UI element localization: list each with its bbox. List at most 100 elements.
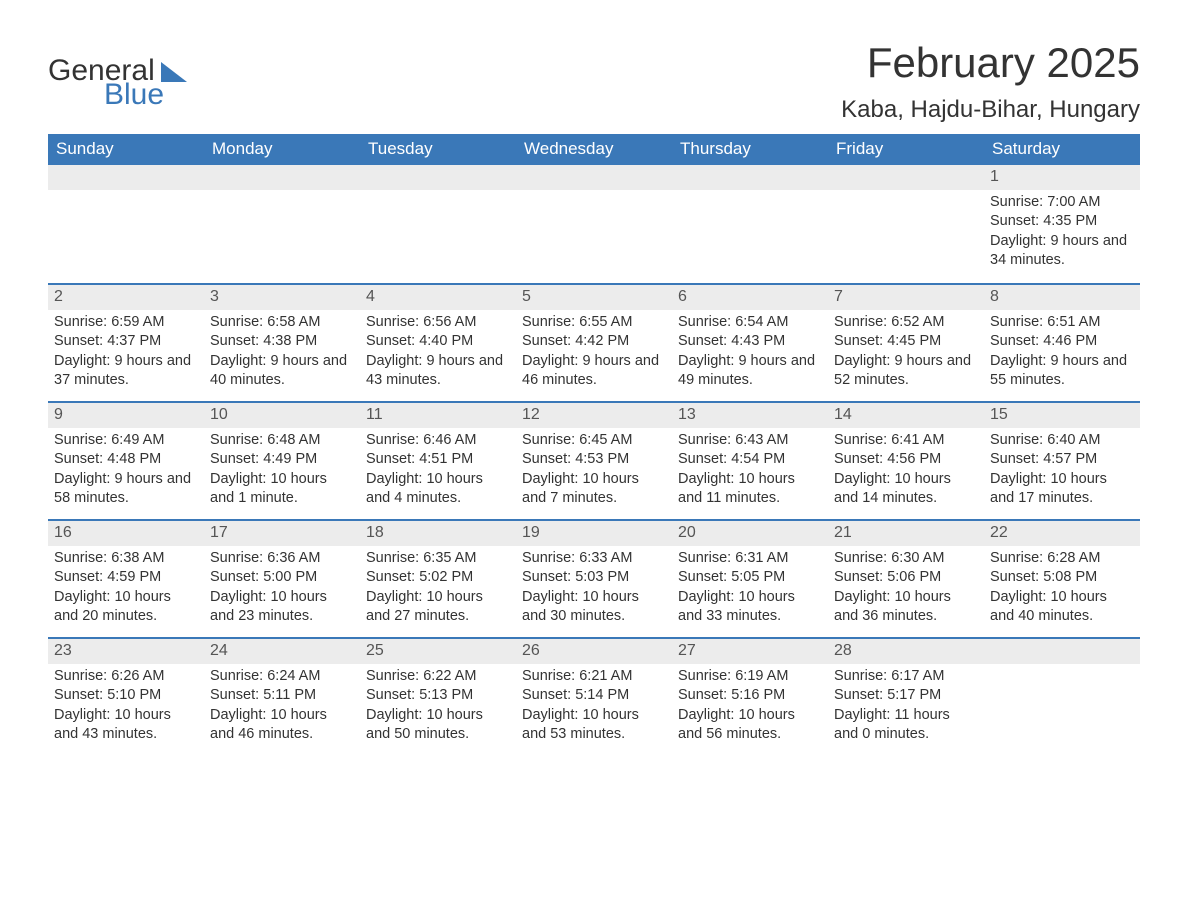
day-number: 15 — [984, 403, 1140, 428]
day-sunrise: Sunrise: 6:28 AM — [990, 549, 1134, 569]
day-cell — [516, 165, 672, 283]
day-body — [828, 190, 984, 203]
day-sunrise: Sunrise: 6:30 AM — [834, 549, 978, 569]
day-number: 6 — [672, 285, 828, 310]
day-cell: 28Sunrise: 6:17 AMSunset: 5:17 PMDayligh… — [828, 639, 984, 755]
day-daylight: Daylight: 10 hours and 1 minute. — [210, 470, 354, 509]
day-sunrise: Sunrise: 6:56 AM — [366, 313, 510, 333]
day-body: Sunrise: 6:21 AMSunset: 5:14 PMDaylight:… — [516, 664, 672, 755]
day-cell: 27Sunrise: 6:19 AMSunset: 5:16 PMDayligh… — [672, 639, 828, 755]
day-body: Sunrise: 6:28 AMSunset: 5:08 PMDaylight:… — [984, 546, 1140, 637]
day-number: 18 — [360, 521, 516, 546]
day-sunset: Sunset: 5:00 PM — [210, 568, 354, 588]
day-body: Sunrise: 6:24 AMSunset: 5:11 PMDaylight:… — [204, 664, 360, 755]
day-sunset: Sunset: 4:53 PM — [522, 450, 666, 470]
day-daylight: Daylight: 9 hours and 46 minutes. — [522, 352, 666, 391]
day-cell — [360, 165, 516, 283]
weekday-header: Wednesday — [516, 134, 672, 165]
day-daylight: Daylight: 9 hours and 34 minutes. — [990, 232, 1134, 271]
day-sunset: Sunset: 4:51 PM — [366, 450, 510, 470]
day-cell: 26Sunrise: 6:21 AMSunset: 5:14 PMDayligh… — [516, 639, 672, 755]
day-daylight: Daylight: 9 hours and 43 minutes. — [366, 352, 510, 391]
weekday-header: Tuesday — [360, 134, 516, 165]
day-sunrise: Sunrise: 6:49 AM — [54, 431, 198, 451]
day-cell — [672, 165, 828, 283]
day-sunrise: Sunrise: 6:24 AM — [210, 667, 354, 687]
day-number: 21 — [828, 521, 984, 546]
day-body — [516, 190, 672, 203]
day-daylight: Daylight: 10 hours and 36 minutes. — [834, 588, 978, 627]
day-body: Sunrise: 6:46 AMSunset: 4:51 PMDaylight:… — [360, 428, 516, 519]
day-body: Sunrise: 6:38 AMSunset: 4:59 PMDaylight:… — [48, 546, 204, 637]
weekday-header: Friday — [828, 134, 984, 165]
day-daylight: Daylight: 10 hours and 11 minutes. — [678, 470, 822, 509]
day-cell: 4Sunrise: 6:56 AMSunset: 4:40 PMDaylight… — [360, 285, 516, 401]
day-body: Sunrise: 6:22 AMSunset: 5:13 PMDaylight:… — [360, 664, 516, 755]
day-cell: 22Sunrise: 6:28 AMSunset: 5:08 PMDayligh… — [984, 521, 1140, 637]
day-daylight: Daylight: 9 hours and 37 minutes. — [54, 352, 198, 391]
day-number: 26 — [516, 639, 672, 664]
day-sunrise: Sunrise: 6:46 AM — [366, 431, 510, 451]
day-sunset: Sunset: 5:02 PM — [366, 568, 510, 588]
day-cell: 1Sunrise: 7:00 AMSunset: 4:35 PMDaylight… — [984, 165, 1140, 283]
weekday-header: Thursday — [672, 134, 828, 165]
logo: General Blue — [48, 40, 187, 110]
page-title: February 2025 — [841, 40, 1140, 86]
day-cell: 8Sunrise: 6:51 AMSunset: 4:46 PMDaylight… — [984, 285, 1140, 401]
header: General Blue February 2025 Kaba, Hajdu-B… — [48, 40, 1140, 124]
day-sunset: Sunset: 4:56 PM — [834, 450, 978, 470]
day-cell: 21Sunrise: 6:30 AMSunset: 5:06 PMDayligh… — [828, 521, 984, 637]
day-daylight: Daylight: 10 hours and 30 minutes. — [522, 588, 666, 627]
day-number — [48, 165, 204, 190]
week-row: 9 Sunrise: 6:49 AMSunset: 4:48 PM Daylight… — [48, 401, 1140, 519]
day-sunset: Sunset: 4:48 PM — [54, 450, 198, 470]
day-sunrise: Sunrise: 6:21 AM — [522, 667, 666, 687]
day-sunrise: Sunrise: 6:52 AM — [834, 313, 978, 333]
day-body: Sunrise: 6:43 AMSunset: 4:54 PMDaylight:… — [672, 428, 828, 519]
day-number — [984, 639, 1140, 664]
day-body: Sunrise: 6:51 AMSunset: 4:46 PMDaylight:… — [984, 310, 1140, 401]
day-number — [672, 165, 828, 190]
day-body: Sunrise: 6:58 AMSunset: 4:38 PMDaylight:… — [204, 310, 360, 401]
day-cell: 18Sunrise: 6:35 AMSunset: 5:02 PMDayligh… — [360, 521, 516, 637]
day-cell — [204, 165, 360, 283]
day-cell: 14Sunrise: 6:41 AMSunset: 4:56 PMDayligh… — [828, 403, 984, 519]
day-sunrise: Sunrise: 6:48 AM — [210, 431, 354, 451]
day-sunrise: Sunrise: 6:41 AM — [834, 431, 978, 451]
day-number: 13 — [672, 403, 828, 428]
day-daylight: Daylight: 10 hours and 43 minutes. — [54, 706, 198, 745]
day-daylight: Daylight: 9 hours and 52 minutes. — [834, 352, 978, 391]
weekday-header: Monday — [204, 134, 360, 165]
day-body — [672, 190, 828, 203]
day-body: Sunrise: 6:56 AMSunset: 4:40 PMDaylight:… — [360, 310, 516, 401]
day-cell: 10Sunrise: 6:48 AMSunset: 4:49 PMDayligh… — [204, 403, 360, 519]
day-body: Sunrise: 6:52 AMSunset: 4:45 PMDaylight:… — [828, 310, 984, 401]
day-number: 28 — [828, 639, 984, 664]
day-number: 9 — [48, 403, 204, 428]
day-sunset: Sunset: 5:11 PM — [210, 686, 354, 706]
day-body: Sunrise: 6:55 AMSunset: 4:42 PMDaylight:… — [516, 310, 672, 401]
day-cell — [984, 639, 1140, 755]
day-body: Sunrise: 6:17 AMSunset: 5:17 PMDaylight:… — [828, 664, 984, 755]
day-number: 3 — [204, 285, 360, 310]
day-daylight: Daylight: 9 hours and 40 minutes. — [210, 352, 354, 391]
day-number: 19 — [516, 521, 672, 546]
day-cell: 12Sunrise: 6:45 AMSunset: 4:53 PMDayligh… — [516, 403, 672, 519]
day-daylight: Daylight: 10 hours and 4 minutes. — [366, 470, 510, 509]
day-sunset: Sunset: 4:40 PM — [366, 332, 510, 352]
day-body — [48, 190, 204, 203]
weekday-header-row: SundayMondayTuesdayWednesdayThursdayFrid… — [48, 134, 1140, 165]
day-number: 25 — [360, 639, 516, 664]
day-sunrise: Sunrise: 6:31 AM — [678, 549, 822, 569]
day-sunset: Sunset: 4:37 PM — [54, 332, 198, 352]
day-daylight: Daylight: 10 hours and 7 minutes. — [522, 470, 666, 509]
day-body: Sunrise: 6:35 AMSunset: 5:02 PMDaylight:… — [360, 546, 516, 637]
day-number: 23 — [48, 639, 204, 664]
day-body: Sunrise: 6:45 AMSunset: 4:53 PMDaylight:… — [516, 428, 672, 519]
day-body: Sunrise: 7:00 AMSunset: 4:35 PMDaylight:… — [984, 190, 1140, 281]
day-cell: 17Sunrise: 6:36 AMSunset: 5:00 PMDayligh… — [204, 521, 360, 637]
week-row: 23Sunrise: 6:26 AMSunset: 5:10 PMDayligh… — [48, 637, 1140, 755]
day-cell: 25Sunrise: 6:22 AMSunset: 5:13 PMDayligh… — [360, 639, 516, 755]
day-sunset: Sunset: 4:54 PM — [678, 450, 822, 470]
day-sunrise: Sunrise: 6:19 AM — [678, 667, 822, 687]
